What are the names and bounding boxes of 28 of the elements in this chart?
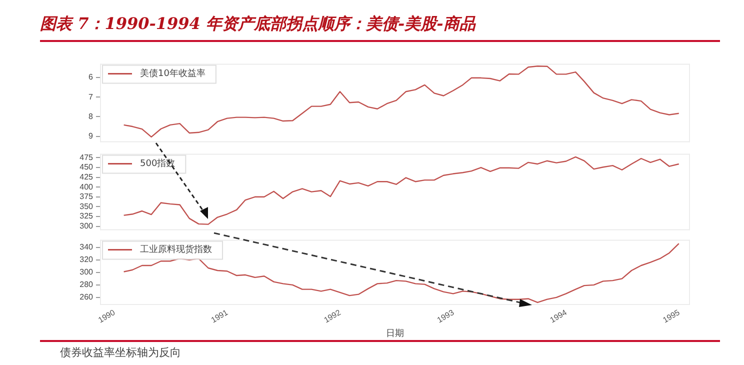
legend-label: 工业原料现货指数: [140, 244, 212, 256]
y-tick-label: 375: [80, 192, 94, 202]
y-tick-label: 325: [80, 212, 94, 221]
y-tick-label: 350: [80, 202, 94, 211]
y-tick-label: 450: [80, 162, 94, 172]
y-tick-label: 475: [80, 152, 94, 162]
x-tick-label: 1992: [322, 308, 343, 325]
y-tick-label: 425: [80, 172, 94, 182]
y-tick-label: 280: [80, 280, 94, 290]
y-tick-label: 400: [80, 182, 94, 192]
x-tick-label: 1995: [661, 308, 682, 325]
x-tick-label: 1990: [96, 308, 118, 325]
y-tick-label: 320: [80, 255, 94, 264]
x-tick-label: 1994: [548, 308, 569, 325]
legend-label: 美债10年收益率: [140, 68, 206, 80]
y-tick-label: 6: [88, 72, 94, 82]
chart-title: 图表 7：1990-1994 年资产底部拐点顺序：美债-美股-商品: [40, 14, 476, 35]
y-tick-label: 8: [88, 112, 94, 121]
x-axis-title: 日期: [386, 328, 404, 338]
y-tick-label: 9: [88, 132, 94, 141]
text: 债券收益率坐标轴为反向: [60, 345, 181, 360]
y-tick-label: 300: [80, 268, 94, 277]
y-tick-label: 340: [80, 242, 94, 252]
x-tick-label: 1991: [210, 308, 230, 325]
x-tick-label: 1993: [436, 308, 456, 325]
y-tick-label: 7: [88, 92, 94, 102]
y-tick-label: 260: [80, 292, 94, 302]
y-tick-label: 300: [80, 221, 94, 230]
